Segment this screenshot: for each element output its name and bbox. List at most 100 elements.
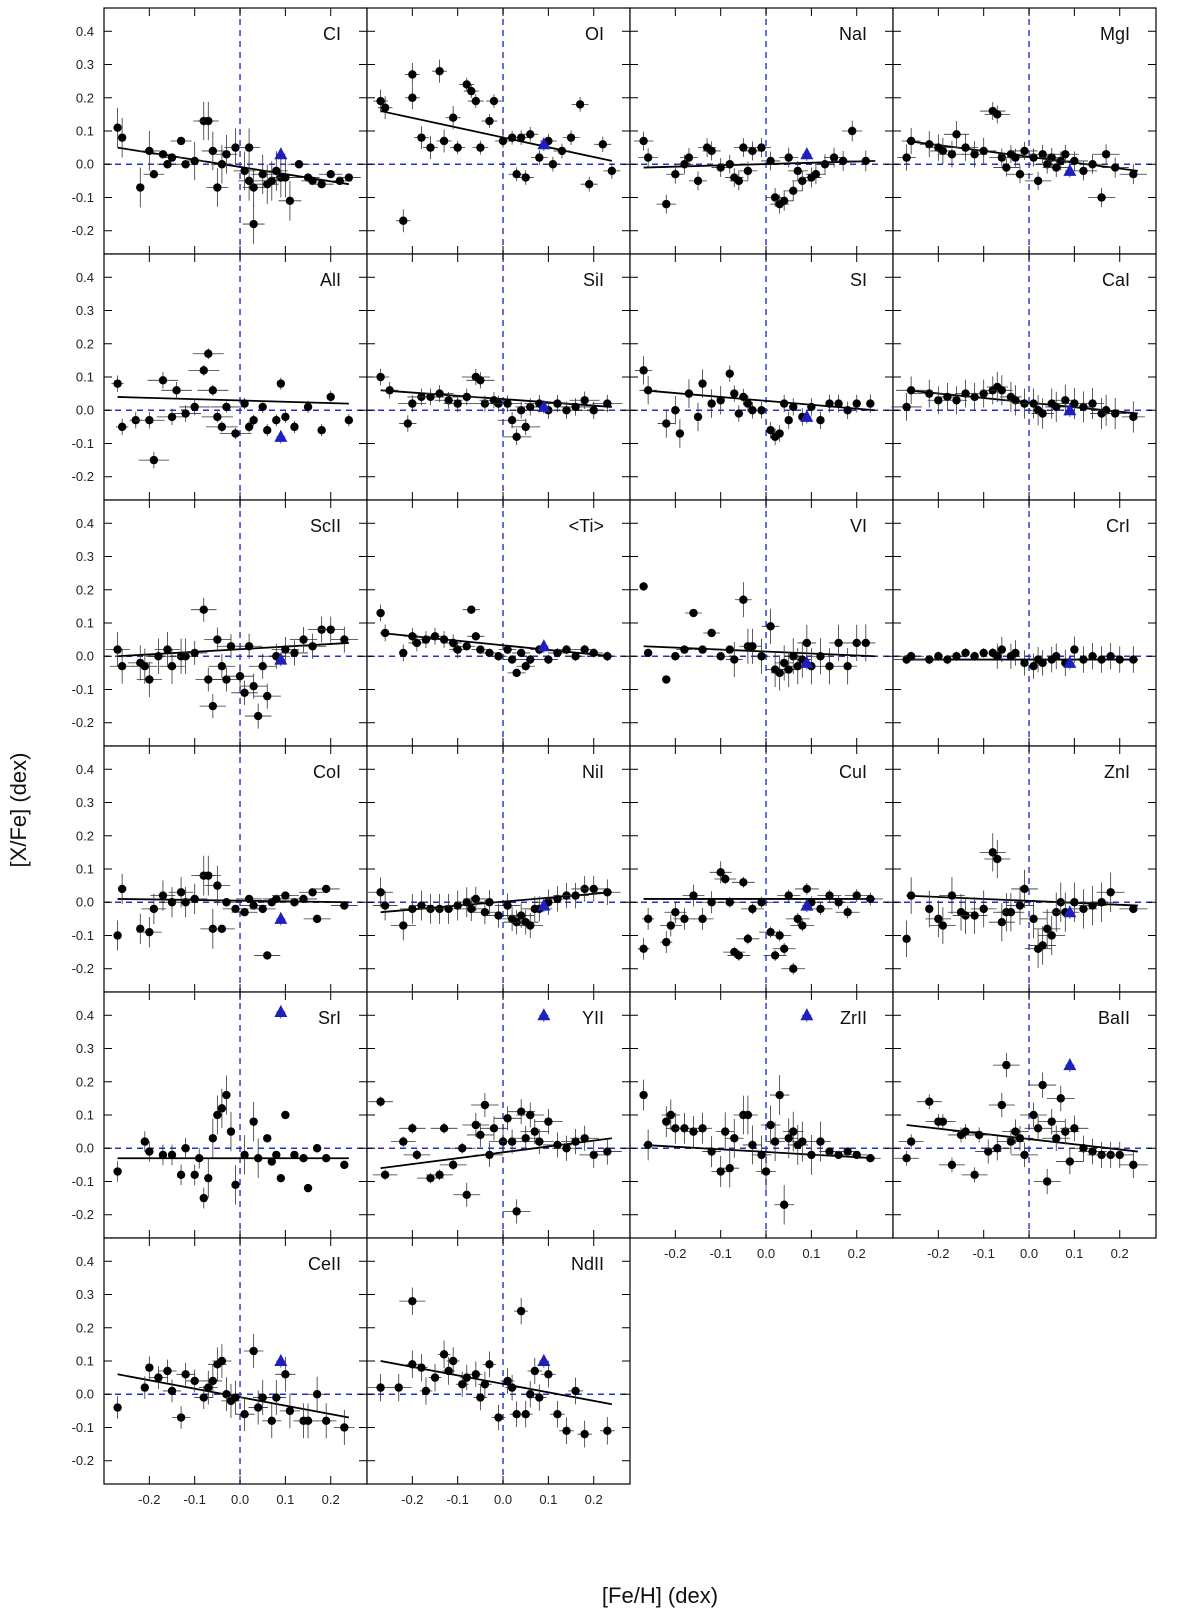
star-data-point [208, 146, 218, 156]
trend-fit-line [906, 140, 1138, 172]
star-data-point [498, 136, 508, 146]
y-tick-label: 0.3 [76, 1287, 94, 1302]
star-data-point [775, 668, 784, 678]
star-data-point [607, 166, 617, 176]
star-data-point [290, 898, 299, 907]
y-tick-label: -0.1 [72, 928, 94, 943]
panel-element-label: CeII [308, 1254, 341, 1274]
star-data-point [176, 888, 186, 897]
star-data-point [1070, 156, 1079, 166]
star-data-point [993, 1144, 1002, 1153]
highlight-star-triangle [1063, 905, 1077, 918]
star-data-point [589, 884, 598, 894]
star-data-point [204, 349, 213, 358]
panel-frame [892, 499, 1157, 747]
star-data-point [789, 1127, 798, 1136]
star-data-point [244, 422, 254, 432]
star-data-point [662, 1117, 671, 1126]
star-data-point [1079, 904, 1088, 914]
star-data-point [938, 921, 948, 930]
star-data-point [662, 937, 671, 947]
star-data-point [934, 914, 943, 924]
star-data-point [571, 402, 580, 412]
star-data-point [208, 701, 218, 711]
star-data-point [589, 1150, 598, 1160]
star-data-point [117, 133, 127, 142]
star-data-point [526, 921, 535, 930]
star-data-point [167, 898, 177, 907]
star-data-point [344, 173, 354, 182]
star-data-point [739, 143, 748, 152]
star-data-point [249, 901, 258, 910]
star-data-point [580, 1429, 589, 1439]
star-data-point [303, 1416, 313, 1426]
star-data-point [181, 1370, 190, 1379]
star-data-point [521, 662, 530, 671]
panel-element-label: BaII [1098, 1008, 1130, 1028]
star-data-point [326, 625, 335, 634]
star-data-point [1015, 1134, 1025, 1143]
star-data-point [1042, 924, 1052, 934]
star-data-point [544, 655, 553, 664]
star-data-point [1033, 176, 1043, 186]
panel-element-label: ZrII [840, 1008, 867, 1028]
star-data-point [158, 891, 168, 900]
star-data-point [326, 170, 335, 179]
x-tick-label: -0.1 [709, 1246, 731, 1261]
star-data-point [1097, 898, 1106, 907]
star-data-point [779, 196, 789, 206]
panel-ali: 0.4 0.3 0.2 0.1 0.0 -0.1 -0.2 AlI [72, 253, 368, 501]
star-data-point [979, 904, 988, 914]
star-data-point [412, 638, 422, 648]
panel-element-label: SI [850, 270, 867, 290]
star-data-point [113, 123, 122, 132]
star-data-point [671, 170, 680, 179]
star-data-point [947, 150, 957, 159]
star-data-point [743, 399, 753, 408]
star-data-point [462, 1373, 471, 1382]
y-tick-label: 0.3 [76, 57, 94, 72]
star-data-point [739, 878, 748, 887]
star-data-point [149, 904, 159, 914]
star-data-point [662, 419, 671, 428]
star-data-point [113, 379, 122, 388]
star-data-point [258, 170, 267, 179]
star-data-point [784, 416, 793, 425]
star-data-point [253, 711, 263, 721]
star-data-point [249, 219, 258, 229]
star-data-point [281, 412, 290, 422]
star-data-point [303, 402, 313, 412]
star-data-point [435, 1170, 444, 1180]
star-data-point [598, 140, 607, 149]
star-data-point [376, 1383, 385, 1392]
star-data-point [435, 389, 444, 398]
star-data-point [258, 904, 267, 914]
star-data-point [476, 1393, 485, 1402]
panel-baii: -0.2 -0.1 0.0 0.1 0.2 BaII [892, 991, 1157, 1261]
star-data-point [784, 153, 793, 162]
star-data-point [802, 638, 812, 648]
star-data-point [462, 392, 471, 402]
star-data-point [816, 1137, 825, 1146]
star-data-point [775, 429, 784, 438]
star-data-point [294, 160, 304, 169]
star-data-point [639, 582, 648, 591]
x-tick-label: 0.1 [276, 1492, 294, 1507]
panel-coi: 0.4 0.3 0.2 0.1 0.0 -0.1 -0.2 CoI [72, 745, 368, 993]
star-data-point [680, 914, 689, 924]
star-data-point [140, 662, 150, 671]
highlight-star-triangle [274, 1354, 288, 1366]
star-data-point [263, 1134, 272, 1143]
star-data-point [1011, 153, 1020, 162]
star-data-point [947, 891, 957, 900]
star-data-point [689, 891, 698, 900]
y-tick-label: 0.0 [76, 157, 94, 172]
star-data-point [340, 1423, 349, 1432]
star-data-point [149, 170, 159, 179]
star-data-point [240, 908, 249, 917]
x-tick-label: 0.1 [802, 1246, 820, 1261]
star-data-point [476, 143, 485, 152]
star-data-point [240, 399, 249, 408]
star-data-point [231, 1180, 240, 1190]
star-data-point [566, 133, 576, 142]
